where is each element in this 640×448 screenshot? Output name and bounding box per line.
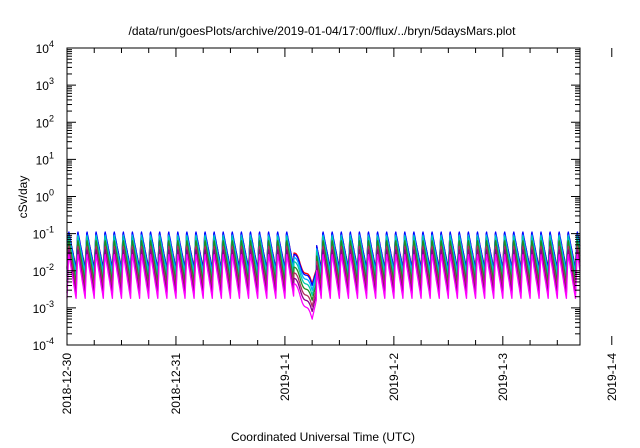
y-axis-label: cSv/day <box>16 176 30 219</box>
series-line-8 <box>66 253 581 320</box>
x-tick-label: 2018-12-30 <box>60 353 74 415</box>
y-tick-label: 103 <box>36 76 54 93</box>
x-tick-label: 2019-1-1 <box>278 353 292 401</box>
y-tick-label: 100 <box>36 188 54 205</box>
x-tick-label: 2018-12-31 <box>169 353 183 415</box>
chart-title: /data/run/goesPlots/archive/2019-01-04/1… <box>129 24 517 38</box>
x-tick-label: 2019-1-2 <box>387 353 401 401</box>
x-axis-label: Coordinated Universal Time (UTC) <box>231 430 415 444</box>
y-tick-label: 10-3 <box>33 299 54 316</box>
series-layer <box>66 231 581 320</box>
axis-layer: 10-4 10-3 10-2 10-1 100 101 102 103 104 2018-12-3… <box>33 39 619 414</box>
y-tick-label: 102 <box>36 113 54 130</box>
x-tick-label: 2019-1-4 <box>605 353 619 401</box>
y-tick-label: 101 <box>36 150 54 167</box>
x-tick-label: 2019-1-3 <box>496 353 510 401</box>
plot-frame <box>66 47 581 346</box>
y-tick-label: 10-1 <box>33 225 54 242</box>
y-tick-label: 10-4 <box>33 336 54 353</box>
y-tick-label: 10-2 <box>33 262 54 279</box>
y-tick-label: 104 <box>36 39 54 56</box>
